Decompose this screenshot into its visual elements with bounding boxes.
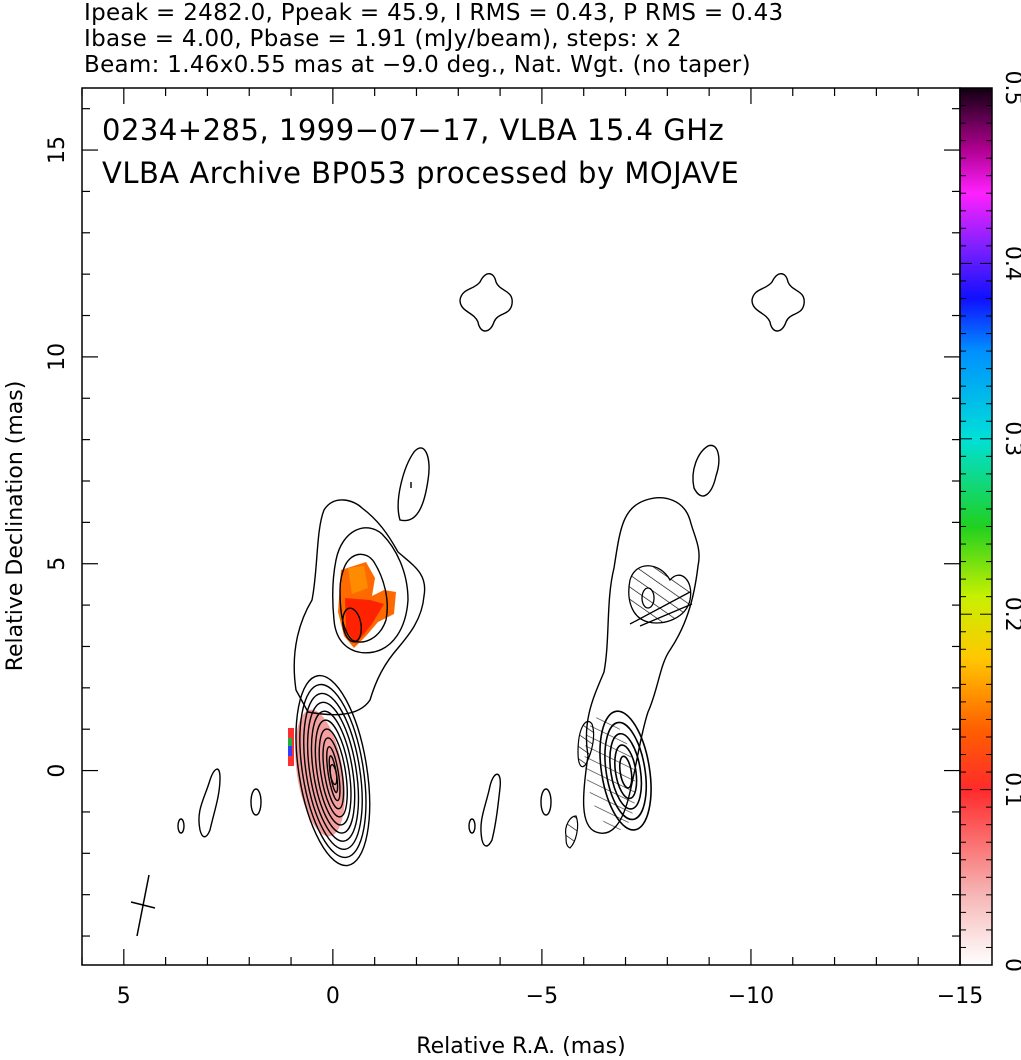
right-jet-contours — [468, 273, 805, 847]
x-tick-label: 0 — [326, 984, 340, 1009]
colorbar-frame — [959, 87, 993, 966]
header-line-3: Beam: 1.46x0.55 mas at −9.0 deg., Nat. W… — [84, 52, 751, 78]
colorbar-tick-label: 0.1 — [1000, 772, 1021, 807]
right-core-hatched — [565, 715, 636, 849]
left-edge-green-pixels — [288, 738, 292, 748]
colorbar-tick-label: 0.5 — [1000, 71, 1021, 106]
core-contour — [329, 763, 338, 786]
y-axis-label: Relative Declination (mas) — [3, 381, 28, 672]
x-axis-label: Relative R.A. (mas) — [416, 1034, 625, 1059]
left-edge-blue-pixels — [288, 746, 292, 756]
core-contour — [310, 710, 356, 834]
map-content — [130, 273, 805, 937]
right-knot-hatched — [628, 565, 693, 627]
left-jet-contours — [177, 273, 513, 838]
y-tick-label: 0 — [45, 764, 70, 778]
colorbar-tick-label: 0.4 — [1000, 246, 1021, 281]
header-line-1: Ipeak = 2482.0, Ppeak = 45.9, I RMS = 0.… — [84, 0, 784, 26]
core-contour — [306, 701, 360, 842]
colorbar-tick-label: 0.2 — [1000, 597, 1021, 632]
core-contour — [299, 683, 367, 859]
plot-header: Ipeak = 2482.0, Ppeak = 45.9, I RMS = 0.… — [84, 0, 1004, 78]
core-contour — [318, 728, 348, 818]
colorbar-labels: 0 0.1 0.2 0.3 0.4 0.5 — [1000, 71, 1021, 973]
colorbar-tick-label: 0.3 — [1000, 421, 1021, 456]
x-tick-label: −10 — [728, 984, 774, 1009]
left-core-color-region — [295, 709, 345, 837]
axis-ticks — [81, 88, 961, 965]
plot-frame — [81, 87, 961, 966]
y-tick-label: 15 — [45, 136, 70, 164]
core-contour — [322, 737, 345, 810]
core-contour — [303, 692, 363, 851]
core-contour — [295, 674, 371, 867]
beam-marker — [130, 874, 156, 937]
annotation-line-1: 0234+285, 1999−07−17, VLBA 15.4 GHz — [102, 113, 724, 147]
colorbar-tick-label: 0 — [1000, 958, 1021, 972]
y-tick-label: 5 — [45, 557, 70, 571]
header-line-2: Ibase = 4.00, Pbase = 1.91 (mJy/beam), s… — [84, 26, 682, 52]
y-tick-label: 10 — [45, 343, 70, 371]
x-tick-label: 5 — [117, 984, 131, 1009]
x-tick-label: −5 — [526, 984, 558, 1009]
core-contour — [326, 746, 341, 802]
y-tick-labels: 0 5 10 15 — [45, 136, 70, 778]
x-tick-label: −15 — [937, 984, 983, 1009]
left-core-contours — [295, 674, 371, 867]
x-tick-labels: 5 0 −5 −10 −15 — [117, 984, 983, 1009]
annotation-line-2: VLBA Archive BP053 processed by MOJAVE — [102, 156, 739, 190]
core-contour — [314, 719, 352, 826]
